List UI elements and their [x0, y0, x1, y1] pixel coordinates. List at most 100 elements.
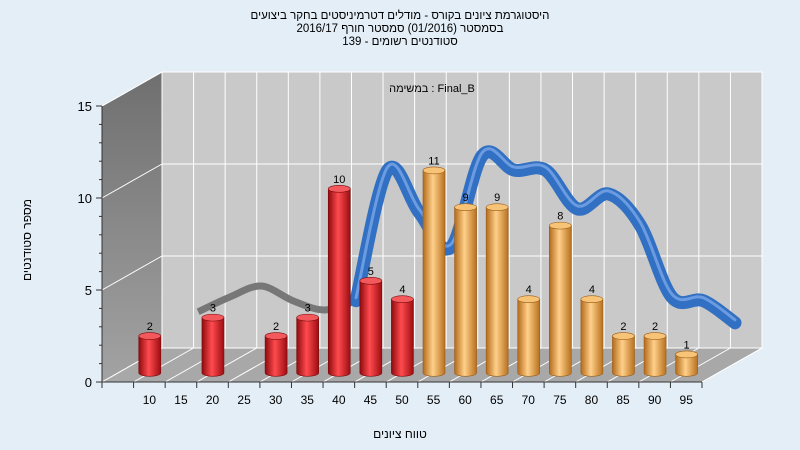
bar-top: [454, 203, 477, 212]
bar-30: 2: [264, 321, 288, 377]
bar-body: [517, 298, 541, 377]
gridline-floor: [133, 347, 194, 383]
data-label-50: 4: [399, 284, 405, 296]
bar-body: [485, 206, 509, 377]
bar-65: 9: [485, 192, 509, 377]
data-label-10: 2: [147, 321, 153, 333]
curve-gray-segment: [196, 282, 358, 315]
curve-highlight: [354, 147, 737, 322]
gridline-floor: [670, 347, 731, 383]
grid: [101, 71, 763, 383]
chart-title: היסטוגרמת ציונים בקורס - מודלים דטרמיניס…: [0, 10, 800, 49]
bar-top: [612, 332, 635, 340]
bar-top: [580, 295, 604, 304]
x-tick-label: 35: [301, 393, 315, 407]
gridline-side: [101, 163, 163, 199]
bar-body: [643, 335, 667, 377]
bar-top: [549, 221, 572, 230]
x-tick-label: 45: [364, 393, 378, 407]
bar-95: 1: [675, 339, 698, 377]
bar-50: 4: [391, 284, 414, 377]
bar-body: [264, 335, 288, 377]
x-tick-label: 40: [332, 393, 346, 407]
bar-body: [296, 317, 319, 377]
y-tick-label: 10: [78, 191, 92, 206]
data-label-70: 4: [526, 284, 532, 296]
bar-top: [422, 166, 446, 175]
x-tick-label: 30: [269, 393, 283, 407]
bar-top: [391, 295, 414, 304]
data-label-90: 2: [652, 321, 658, 333]
y-tick-label: 15: [78, 99, 92, 114]
bar-top: [359, 277, 383, 285]
bar-body: [612, 335, 635, 377]
y-tick-label: 5: [85, 283, 92, 298]
x-tick-label: 60: [458, 393, 472, 407]
bar-45: 5: [359, 266, 383, 377]
bar-body: [201, 317, 225, 377]
bar-75: 8: [549, 211, 572, 377]
data-label-45: 5: [368, 266, 374, 278]
bar-body: [359, 280, 383, 377]
x-tick-label: 55: [427, 393, 441, 407]
bar-85: 2: [612, 321, 635, 377]
y-axis-label: מספר סטודנטים: [20, 198, 34, 282]
bar-body: [549, 225, 572, 377]
bar-70: 4: [517, 284, 541, 377]
data-label-35: 3: [305, 303, 311, 315]
data-label-95: 1: [684, 339, 690, 351]
bar-top: [485, 203, 509, 212]
gridline-floor: [196, 347, 257, 383]
data-label-30: 2: [273, 321, 279, 333]
bar-top: [138, 332, 162, 340]
bar-top: [296, 313, 319, 322]
gridline-floor: [701, 347, 763, 383]
data-label-85: 2: [620, 321, 626, 333]
x-tick-label: 80: [585, 393, 599, 407]
x-tick-label: 70: [522, 393, 536, 407]
x-axis-label: טווח ציונים: [373, 427, 427, 441]
x-tick-label: 75: [553, 393, 567, 407]
bar-body: [454, 206, 477, 377]
x-tick-label: 85: [616, 393, 630, 407]
bar-20: 3: [201, 303, 225, 377]
bar-top: [201, 313, 225, 322]
bar-55: 11: [422, 155, 446, 377]
x-tick-label: 10: [143, 393, 157, 407]
bar-body: [138, 335, 162, 377]
bar-90: 2: [643, 321, 667, 377]
bar-40: 10: [327, 174, 351, 377]
data-label-55: 11: [428, 155, 439, 167]
bar-body: [422, 170, 446, 377]
bar-top: [264, 332, 288, 340]
bar-top: [675, 350, 698, 359]
x-tick-label: 50: [395, 393, 409, 407]
bar-60: 9: [454, 192, 477, 377]
bar-body: [580, 298, 604, 377]
bar-body: [391, 298, 414, 377]
x-tick-label: 25: [237, 393, 251, 407]
x-tick-label: 65: [490, 393, 504, 407]
data-label-75: 8: [557, 211, 563, 223]
bar-10: 2: [138, 321, 162, 377]
gridline-side: [101, 255, 163, 291]
data-label-65: 9: [494, 192, 500, 204]
data-label-20: 3: [210, 303, 216, 315]
x-tick-label: 95: [680, 393, 694, 407]
data-label-60: 9: [463, 192, 469, 204]
bar-top: [517, 295, 541, 304]
y-tick-label: 0: [85, 375, 92, 390]
chart-subtitle: Final_B : במשימה: [389, 83, 475, 95]
bar-body: [327, 188, 351, 377]
bar-80: 4: [580, 284, 604, 377]
gridline-side: [101, 71, 163, 107]
x-tick-label: 15: [174, 393, 188, 407]
x-tick-label: 90: [648, 393, 662, 407]
bar-35: 3: [296, 303, 319, 377]
data-label-40: 10: [333, 174, 345, 186]
x-tick-label: 20: [206, 393, 220, 407]
data-label-80: 4: [589, 284, 595, 296]
